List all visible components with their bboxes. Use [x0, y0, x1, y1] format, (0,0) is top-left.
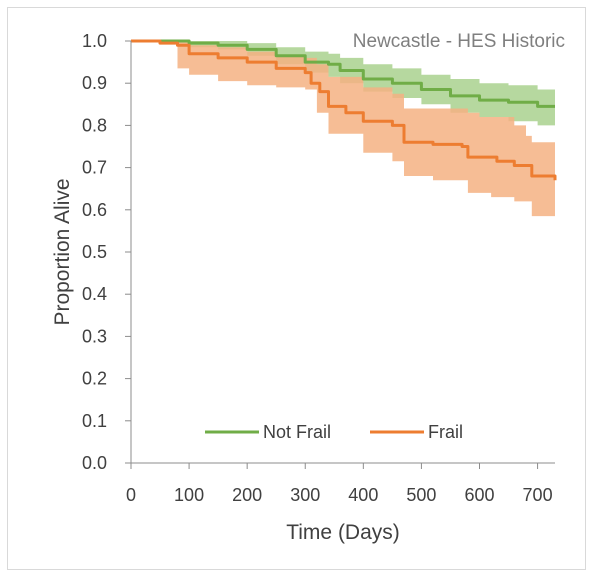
y-tick-label: 0.3: [82, 326, 107, 346]
y-tick-label: 0.5: [82, 242, 107, 262]
frail-confidence-band: [131, 41, 555, 225]
x-tick-label: 100: [174, 485, 204, 505]
not-frail-survival-line: [131, 39, 555, 108]
series-lines: [131, 39, 557, 181]
y-tick-label: 1.0: [82, 31, 107, 51]
y-tick-label: 0.1: [82, 411, 107, 431]
x-tick-labels: 0 100 200 300 400 500 600 700: [126, 485, 553, 505]
axes: [125, 40, 555, 469]
confidence-bands: [131, 41, 555, 225]
y-axis-title: Proportion Alive: [51, 178, 74, 325]
x-tick-label: 300: [290, 485, 320, 505]
y-tick-label: 0.7: [82, 158, 107, 178]
x-tick-label: 500: [406, 485, 436, 505]
y-tick-label: 0.2: [82, 369, 107, 389]
not-frail-legend-label: Not Frail: [263, 422, 331, 442]
y-tick-label: 0.9: [82, 73, 107, 93]
y-tick-label: 0.6: [82, 200, 107, 220]
y-tick-label: 0.0: [82, 453, 107, 473]
frail-survival-line: [131, 39, 557, 181]
x-tick-label: 600: [464, 485, 494, 505]
x-tick-label: 700: [523, 485, 553, 505]
x-tick-label: 0: [126, 485, 136, 505]
frail-legend-label: Frail: [428, 422, 463, 442]
y-tick-labels: 0.0 0.1 0.2 0.3 0.4 0.5 0.6 0.7 0.8 0.9 1.0: [82, 31, 107, 473]
chart-title: Newcastle - HES Historic: [353, 31, 565, 52]
y-tick-label: 0.8: [82, 115, 107, 135]
x-tick-label: 200: [232, 485, 262, 505]
legend: Not Frail Frail: [205, 422, 463, 442]
x-tick-label: 400: [348, 485, 378, 505]
x-axis-title: Time (Days): [286, 521, 400, 544]
y-tick-label: 0.4: [82, 284, 107, 304]
